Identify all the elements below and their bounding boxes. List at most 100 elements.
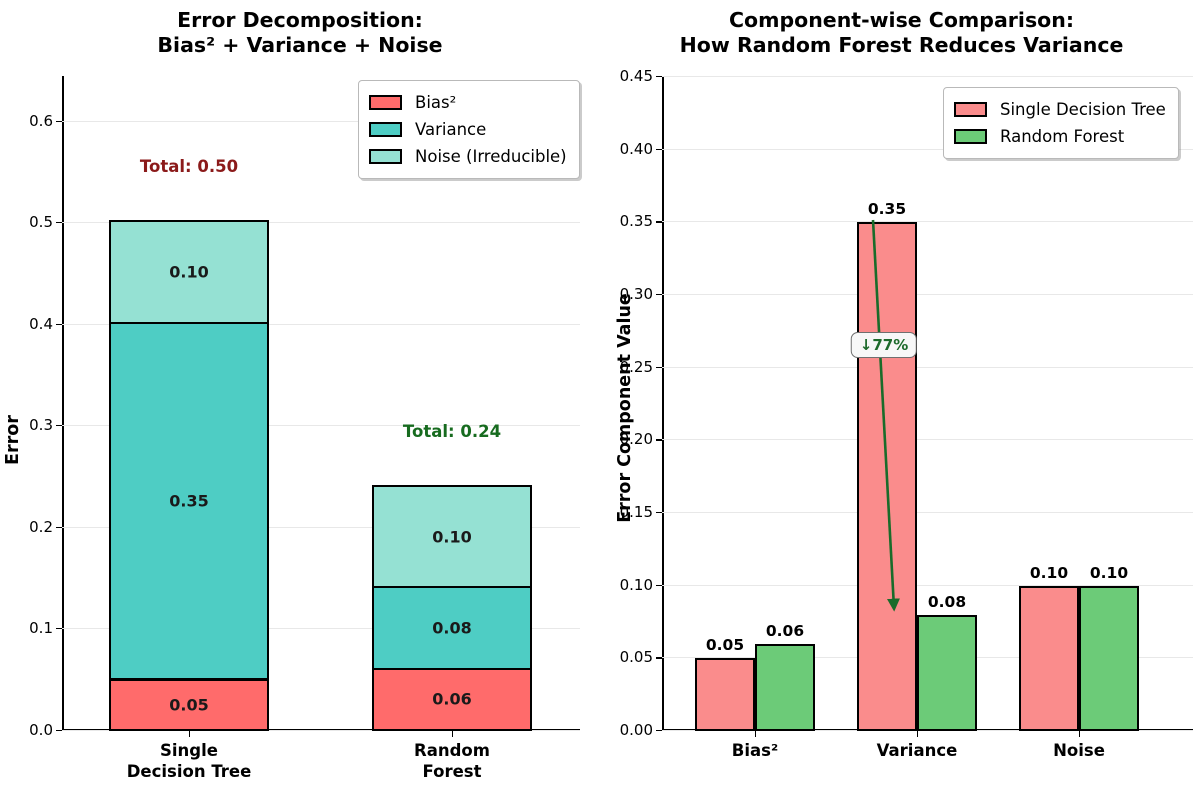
right-xtick-label-2: Noise: [1053, 741, 1105, 760]
left-plot-area: 0.0 0.1 0.2 0.3 0.4 0.5 0.6 Single Decis…: [29, 76, 580, 781]
left-xtick-0: [189, 731, 191, 737]
legend-swatch-noise: [369, 149, 402, 164]
right-plot-area: 0.00 0.05 0.10 0.15 0.20 0.25 0.30 0.35: [620, 67, 1193, 760]
left-ytick-3: [56, 425, 62, 427]
left-xtick-1: [452, 731, 454, 737]
bar-tree-noise[interactable]: 0.10: [109, 220, 269, 324]
right-ytick-label-2: 0.10: [619, 575, 653, 594]
right-ytick-7: [656, 221, 662, 223]
right-ytick-label-4: 0.20: [619, 430, 653, 449]
left-ytick-4: [56, 323, 62, 325]
right-chart-title: Component-wise Comparison: How Random Fo…: [679, 8, 1124, 57]
bar-bias-random-forest[interactable]: [755, 643, 815, 731]
left-gridline-0: [62, 729, 580, 731]
left-y-axis-line: [62, 76, 64, 731]
legend-swatch-bias: [369, 95, 402, 110]
bar-tree-bias[interactable]: 0.05: [109, 678, 269, 731]
right-ytick-label-8: 0.40: [619, 139, 653, 158]
right-gridline-5: [662, 366, 1193, 368]
right-gridline-8: [662, 148, 1193, 150]
left-ytick-2: [56, 526, 62, 528]
right-legend: Single Decision Tree Random Forest: [943, 87, 1179, 159]
left-gridline-4: [62, 323, 580, 325]
right-xtick-label-0: Bias²: [731, 741, 779, 760]
legend-swatch-variance: [369, 122, 402, 137]
right-ytick-6: [656, 294, 662, 296]
left-legend-label-bias: Bias²: [415, 93, 457, 112]
left-legend-item-noise[interactable]: Noise (Irreducible): [369, 143, 567, 170]
bar-tree-variance[interactable]: 0.35: [109, 322, 269, 681]
right-xtick-1: [917, 731, 919, 737]
right-y-axis-title: Error Component Value: [614, 293, 635, 523]
right-xtick-0: [755, 731, 757, 737]
bar-label-bias-random-forest: 0.06: [765, 621, 805, 640]
right-xtick-label-1: Variance: [876, 741, 958, 760]
right-legend-label-single-tree: Single Decision Tree: [1000, 100, 1166, 119]
left-legend: Bias² Variance Noise (Irreducible): [358, 80, 580, 179]
left-ytick-label-4: 0.4: [29, 314, 53, 333]
variance-reduction-badge: ↓77%: [850, 332, 918, 358]
left-ytick-5: [56, 222, 62, 224]
bar-tree-variance-label: 0.35: [169, 491, 209, 511]
left-ytick-label-6: 0.6: [29, 111, 53, 130]
left-gridline-5: [62, 222, 580, 224]
right-gridline-4: [662, 439, 1193, 441]
bar-forest-variance-label: 0.08: [432, 618, 472, 638]
bar-label-variance-single-tree: 0.35: [867, 200, 907, 218]
right-ytick-3: [656, 512, 662, 514]
left-chart-title: Error Decomposition: Bias² + Variance + …: [157, 8, 443, 57]
legend-swatch-single-tree: [954, 102, 987, 117]
right-ytick-label-5: 0.25: [619, 357, 653, 376]
right-legend-item-random-forest[interactable]: Random Forest: [954, 123, 1166, 150]
right-ytick-2: [656, 584, 662, 587]
bar-forest-variance[interactable]: 0.08: [372, 586, 532, 670]
left-ytick-label-3: 0.3: [29, 416, 53, 435]
left-ytick-label-1: 0.1: [29, 619, 53, 638]
right-gridline-6: [662, 294, 1193, 295]
bar-bias-single-tree[interactable]: [695, 658, 755, 731]
bar-tree-noise-label: 0.10: [169, 262, 209, 282]
bar-forest-bias[interactable]: 0.06: [372, 667, 532, 731]
bar-variance-random-forest[interactable]: [917, 614, 977, 731]
bar-label-variance-random-forest: 0.08: [927, 592, 967, 611]
bar-tree-bias-label: 0.05: [169, 695, 209, 715]
left-ytick-label-2: 0.2: [29, 517, 53, 536]
right-chart-panel: Component-wise Comparison: How Random Fo…: [600, 0, 1203, 790]
right-gridline-9: [662, 76, 1193, 77]
left-gridline-2: [62, 526, 580, 528]
right-ytick-label-7: 0.35: [619, 212, 653, 231]
left-y-axis-title: Error: [2, 415, 23, 465]
right-xtick-2: [1079, 731, 1081, 737]
bar-noise-single-tree[interactable]: [1019, 585, 1079, 731]
left-ytick-1: [56, 628, 62, 630]
right-gridline-2: [662, 584, 1193, 586]
right-ytick-label-9: 0.45: [619, 67, 653, 85]
left-ytick-6: [56, 120, 62, 122]
right-ytick-8: [656, 148, 662, 151]
left-ytick-0: [56, 729, 62, 731]
right-y-axis-line: [662, 76, 664, 731]
right-ytick-label-3: 0.15: [619, 503, 653, 521]
left-ytick-label-5: 0.5: [29, 213, 53, 232]
left-ytick-label-0: 0.0: [29, 720, 53, 739]
legend-swatch-random-forest: [954, 129, 987, 144]
bar-variance-single-tree[interactable]: [857, 222, 917, 731]
bar-label-noise-random-forest: 0.10: [1089, 563, 1129, 582]
bar-noise-random-forest[interactable]: [1079, 585, 1139, 731]
right-ytick-label-1: 0.05: [619, 648, 653, 667]
left-legend-label-variance: Variance: [415, 120, 487, 139]
bar-forest-noise[interactable]: 0.10: [372, 485, 532, 589]
left-chart-panel: Error Decomposition: Bias² + Variance + …: [0, 0, 600, 790]
right-legend-item-single-tree[interactable]: Single Decision Tree: [954, 96, 1166, 123]
left-total-label-forest: Total: 0.24: [402, 422, 502, 441]
left-legend-item-bias[interactable]: Bias²: [369, 89, 567, 116]
right-ytick-label-0: 0.00: [619, 721, 653, 739]
right-legend-label-random-forest: Random Forest: [1000, 127, 1125, 146]
right-ytick-label-6: 0.30: [619, 285, 653, 303]
left-legend-item-variance[interactable]: Variance: [369, 116, 567, 143]
left-gridline-6: [62, 120, 580, 122]
left-gridline-3: [62, 425, 580, 427]
left-xtick-label-0: Single Decision Tree: [126, 741, 252, 781]
bar-label-bias-single-tree: 0.05: [705, 636, 745, 655]
